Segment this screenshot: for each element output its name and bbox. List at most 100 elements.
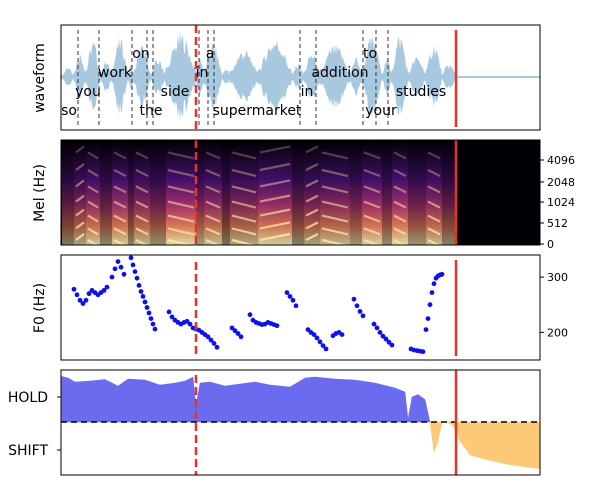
f0-point xyxy=(122,272,127,277)
f0-point xyxy=(151,322,156,327)
f0-point xyxy=(129,255,134,260)
mel-segment xyxy=(304,140,320,245)
hold-area xyxy=(60,376,430,422)
mel-segment xyxy=(150,140,166,245)
word-label: in xyxy=(196,65,209,81)
f0-point xyxy=(355,303,360,308)
mel-ytick-label: 1024 xyxy=(547,196,575,209)
f0-point xyxy=(137,283,142,288)
f0-point xyxy=(318,339,323,344)
word-label: the xyxy=(140,103,163,119)
f0-point xyxy=(361,313,366,318)
f0-point xyxy=(113,266,118,271)
f0-point xyxy=(153,327,158,332)
word-label: so xyxy=(61,103,77,119)
mel-silence xyxy=(456,140,540,245)
f0-point xyxy=(358,309,363,314)
f0-point xyxy=(212,341,217,346)
f0-point xyxy=(139,289,144,294)
f0-point xyxy=(105,285,110,290)
mel-segment xyxy=(62,140,74,245)
word-label: side xyxy=(161,84,190,100)
f0-point xyxy=(378,330,383,335)
turn-yticks: HOLD SHIFT xyxy=(8,390,61,459)
mel-segment xyxy=(74,140,86,245)
mel-segment xyxy=(382,140,392,245)
f0-point xyxy=(285,290,290,295)
f0-point xyxy=(430,290,435,295)
f0-point xyxy=(147,311,152,316)
waveform-panel: soyouworkonthesideinasupermarketinadditi… xyxy=(32,25,540,130)
mel-segment xyxy=(350,140,362,245)
turn-ytick-label: SHIFT xyxy=(8,443,48,459)
waveform-ylabel: waveform xyxy=(32,43,48,113)
word-label: on xyxy=(132,46,149,62)
word-label: studies xyxy=(396,84,446,100)
mel-segment xyxy=(128,140,134,245)
f0-yticks: 300 200 xyxy=(540,271,568,339)
f0-point xyxy=(135,276,140,281)
f0-point xyxy=(375,326,380,331)
f0-point xyxy=(390,343,395,348)
mel-segment xyxy=(408,140,426,245)
mel-ytick-label: 4096 xyxy=(547,154,575,167)
f0-panel: F0 (Hz) 300 200 xyxy=(32,255,568,360)
f0-point xyxy=(75,292,80,297)
mel-ytick-label: 0 xyxy=(547,238,554,251)
mel-spectrogram xyxy=(61,140,540,246)
f0-ylabel: F0 (Hz) xyxy=(32,283,48,333)
f0-point xyxy=(143,300,148,305)
f0-point xyxy=(372,322,377,327)
f0-point xyxy=(291,298,296,303)
f0-point xyxy=(294,303,299,308)
f0-point xyxy=(188,322,193,327)
shift-area xyxy=(430,422,540,469)
f0-point xyxy=(84,298,89,303)
f0-ytick-label: 200 xyxy=(547,326,568,339)
f0-point xyxy=(288,294,293,299)
f0-point xyxy=(424,327,429,332)
word-label: you xyxy=(75,84,101,100)
mel-yticks: 4096 2048 1024 512 0 xyxy=(540,154,575,251)
word-label: in xyxy=(301,84,314,100)
f0-point xyxy=(145,305,150,310)
f0-point xyxy=(432,281,437,286)
word-label: addition xyxy=(311,65,368,81)
mel-ytick-label: 512 xyxy=(547,217,568,230)
f0-point xyxy=(167,310,172,315)
f0-point xyxy=(149,316,154,321)
word-label: your xyxy=(365,103,397,119)
turn-areas xyxy=(60,370,540,475)
f0-point xyxy=(426,316,431,321)
f0-ytick-label: 300 xyxy=(547,271,568,284)
mel-ylabel: Mel (Hz) xyxy=(32,164,48,222)
f0-point xyxy=(133,269,138,274)
turn-ytick-label: HOLD xyxy=(8,390,48,406)
f0-point xyxy=(421,349,426,354)
mel-segment xyxy=(100,140,112,245)
f0-point xyxy=(428,302,433,307)
f0-point xyxy=(248,312,253,317)
mel-segment xyxy=(258,140,292,245)
f0-point xyxy=(110,275,115,280)
f0-point xyxy=(141,294,146,299)
word-label: a xyxy=(206,46,215,62)
f0-points xyxy=(72,255,456,358)
f0-point xyxy=(275,323,280,328)
f0-point xyxy=(116,259,121,264)
f0-point xyxy=(119,265,124,270)
mel-segment xyxy=(222,140,230,245)
f0-point xyxy=(239,334,244,339)
mel-ytick-label: 2048 xyxy=(547,176,575,189)
f0-point xyxy=(340,332,345,337)
f0-point xyxy=(72,287,77,292)
f0-point xyxy=(315,336,320,341)
word-label: to xyxy=(363,46,377,62)
mel-segment xyxy=(442,140,456,245)
f0-point xyxy=(352,297,357,302)
f0-point xyxy=(215,345,220,350)
mel-panel: Mel (Hz) 4096 2048 1024 512 0 xyxy=(32,140,575,251)
word-label: work xyxy=(98,65,133,81)
f0-point xyxy=(440,272,445,277)
